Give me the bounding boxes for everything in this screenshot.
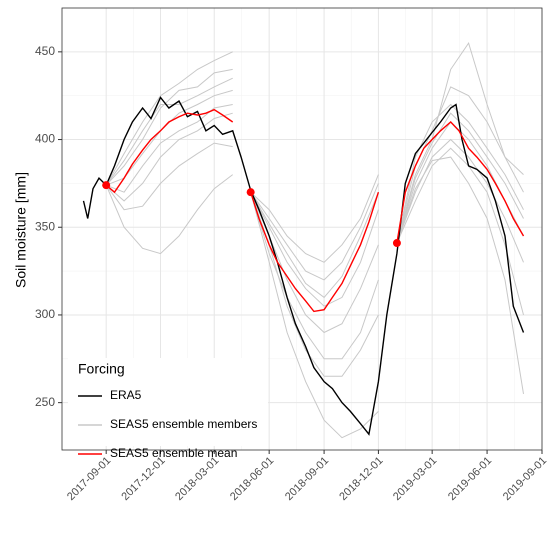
y-tick-label: 450 (35, 44, 55, 58)
ensemble-member-line (396, 41, 524, 244)
x-tick-label: 2017-12-01 (119, 455, 167, 503)
legend-box (68, 358, 268, 446)
legend-label: SEAS5 ensemble members (110, 417, 257, 431)
ensemble-member-line (250, 191, 379, 307)
ensemble-member-line (396, 147, 524, 316)
ensemble-member-line (250, 192, 379, 360)
forecast-start-point (102, 181, 111, 190)
ensemble-member-line (250, 174, 379, 263)
legend-label: SEAS5 ensemble mean (110, 446, 237, 460)
ensemble-member-line (250, 183, 379, 281)
ensemble-member-line (105, 142, 233, 211)
ensemble-mean-line (105, 108, 525, 313)
ensemble-member-line (105, 68, 233, 186)
ensemble-member-line (396, 103, 524, 244)
x-tick-label: 2019-03-01 (391, 455, 439, 503)
forecast-start-point (392, 239, 401, 248)
y-axis-label: Soil moisture [mm] (13, 172, 29, 288)
ensemble-member-line (250, 192, 379, 439)
y-tick-label: 400 (35, 132, 55, 146)
ensemble-member-line (250, 192, 379, 377)
ensemble-member-line (105, 77, 233, 186)
ensemble-member-line (105, 112, 233, 202)
ensemble-member-line (105, 174, 234, 255)
x-tick-label: 2017-09-01 (65, 455, 113, 503)
x-tick-label: 2018-06-01 (228, 455, 276, 503)
x-tick-label: 2018-09-01 (283, 455, 331, 503)
ensemble-member-line (396, 156, 524, 394)
y-tick-label: 300 (35, 307, 55, 321)
ensemble-member-line (105, 51, 233, 186)
forecast-start-point (246, 188, 255, 197)
ensemble-member-line (396, 138, 524, 263)
y-tick-label: 250 (35, 395, 55, 409)
panel-border (61, 7, 543, 451)
legend-label: ERA5 (110, 388, 142, 402)
y-tick-label: 350 (35, 219, 55, 233)
legend-title: Forcing (78, 361, 125, 377)
x-tick-label: 2018-03-01 (173, 455, 221, 503)
x-tick-label: 2018-12-01 (337, 455, 385, 503)
era5-line (82, 96, 525, 436)
x-tick-label: 2019-09-01 (501, 455, 548, 503)
ensemble-member-line (250, 191, 379, 299)
x-tick-label: 2019-06-01 (446, 455, 494, 503)
